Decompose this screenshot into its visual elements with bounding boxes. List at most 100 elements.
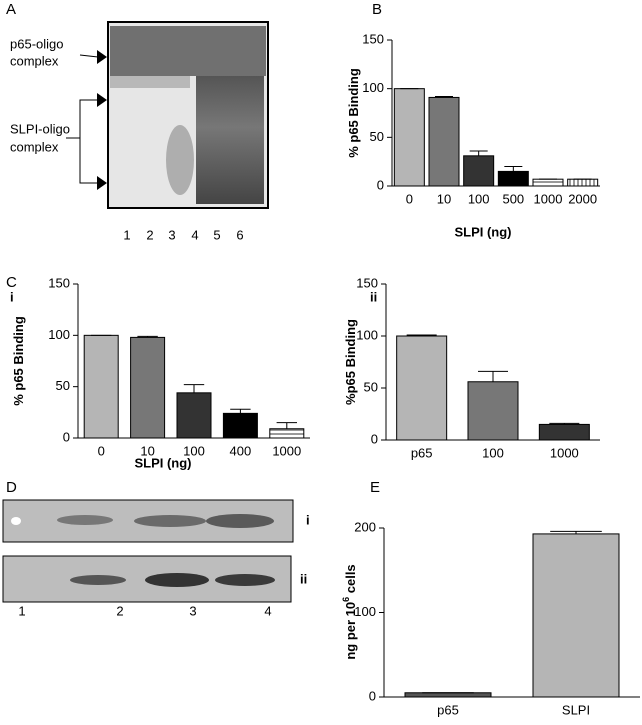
panel-label: D — [6, 479, 17, 496]
y-tick-label: 100 — [48, 327, 70, 342]
y-axis-label-text: % p65 Binding — [11, 316, 26, 406]
bar — [396, 335, 448, 441]
lane-label: 4 — [191, 227, 198, 242]
gel-spot — [11, 517, 21, 525]
panel-label: A — [6, 1, 16, 18]
error-bar — [469, 150, 488, 156]
arrowhead — [97, 50, 107, 64]
y-tick-label: 50 — [364, 379, 378, 394]
x-tick-label: p65 — [411, 445, 433, 460]
panel-label: i — [10, 289, 14, 304]
lane-label: 4 — [264, 603, 271, 618]
bracket — [79, 138, 98, 184]
gel-row-label: i — [306, 512, 310, 527]
gel-label: complex — [10, 139, 59, 154]
x-tick-label: 10 — [140, 443, 154, 458]
lane-label: 2 — [116, 603, 123, 618]
x-tick-label: 500 — [502, 191, 524, 206]
y-axis-label-text: cells — [343, 564, 358, 597]
bracket — [66, 99, 98, 139]
y-tick-label: 0 — [371, 431, 378, 446]
y-tick-label: 150 — [356, 275, 378, 290]
error-bar — [504, 166, 523, 172]
y-axis-label: % p65 Binding — [346, 68, 361, 158]
y-axis-label-text: ng per 10 — [343, 602, 358, 660]
bar — [269, 428, 305, 439]
arrowhead — [97, 176, 107, 190]
gel-label: p65-oligo — [10, 36, 64, 51]
gel-band — [57, 515, 113, 525]
gel-label: complex — [10, 53, 59, 68]
x-tick-label: p65 — [437, 702, 459, 717]
error-bar — [550, 530, 602, 534]
lane-label: 5 — [213, 227, 220, 242]
bar — [467, 381, 519, 441]
x-tick-label: 2000 — [568, 191, 597, 206]
y-axis-label-sup: 6 — [341, 597, 351, 602]
error-bar — [230, 408, 251, 414]
bar — [393, 88, 425, 187]
bar — [532, 533, 620, 698]
lane-label: 3 — [189, 603, 196, 618]
arrow-line — [79, 54, 99, 58]
bar — [130, 336, 166, 439]
lane-label: 1 — [18, 603, 25, 618]
x-tick-label: 100 — [183, 443, 205, 458]
y-tick-label: 150 — [362, 31, 384, 46]
y-tick-label: 100 — [362, 80, 384, 95]
y-tick-label: 150 — [48, 275, 70, 290]
x-tick-label: SLPI — [562, 702, 590, 717]
error-bar — [406, 334, 437, 336]
lane-label: 6 — [236, 227, 243, 242]
y-tick-label: 200 — [354, 519, 376, 534]
y-axis-label: ng per 106 cells — [341, 564, 358, 659]
y-tick-label: 50 — [56, 378, 70, 393]
x-tick-label: 10 — [437, 191, 451, 206]
bar — [532, 178, 564, 187]
bar — [83, 334, 119, 439]
error-bar — [549, 422, 580, 425]
y-axis-label: %p65 Binding — [343, 319, 358, 405]
bar — [404, 692, 492, 698]
gel-band — [70, 575, 126, 585]
y-axis-label: % p65 Binding — [11, 316, 26, 406]
gel-band — [196, 76, 264, 204]
y-axis-label-text: %p65 Binding — [343, 319, 358, 405]
y-tick-label: 0 — [63, 429, 70, 444]
panel-label: B — [372, 1, 382, 18]
bar — [567, 178, 599, 187]
gel-band — [110, 26, 266, 76]
gel-band — [145, 573, 209, 587]
error-bar — [276, 422, 297, 429]
gel-band — [134, 515, 206, 527]
gel-band — [215, 574, 275, 586]
x-tick-label: 1000 — [550, 445, 579, 460]
error-bar — [183, 384, 205, 393]
gel-band — [206, 514, 274, 528]
y-axis-label-text: % p65 Binding — [346, 68, 361, 158]
lane-label: 3 — [168, 227, 175, 242]
x-tick-label: 100 — [482, 445, 504, 460]
x-axis-label: SLPI (ng) — [454, 224, 511, 239]
bar — [222, 412, 258, 439]
error-bar — [478, 370, 508, 382]
bar — [497, 170, 529, 187]
gel-band — [110, 76, 190, 88]
panel-label: C — [6, 274, 17, 291]
y-tick-label: 100 — [356, 327, 378, 342]
gel-row-label: ii — [300, 571, 307, 586]
error-bar — [435, 95, 453, 98]
y-tick-label: 50 — [370, 129, 384, 144]
bar — [428, 96, 460, 187]
x-tick-label: 0 — [98, 443, 105, 458]
gel-label: SLPI-oligo — [10, 121, 70, 136]
lane-label: 1 — [123, 227, 130, 242]
x-tick-label: 1000 — [534, 191, 563, 206]
bar — [538, 423, 590, 441]
x-axis-label: SLPI (ng) — [134, 455, 191, 470]
y-tick-label: 0 — [369, 688, 376, 703]
lane-label: 2 — [146, 227, 153, 242]
gel-band — [166, 125, 194, 195]
